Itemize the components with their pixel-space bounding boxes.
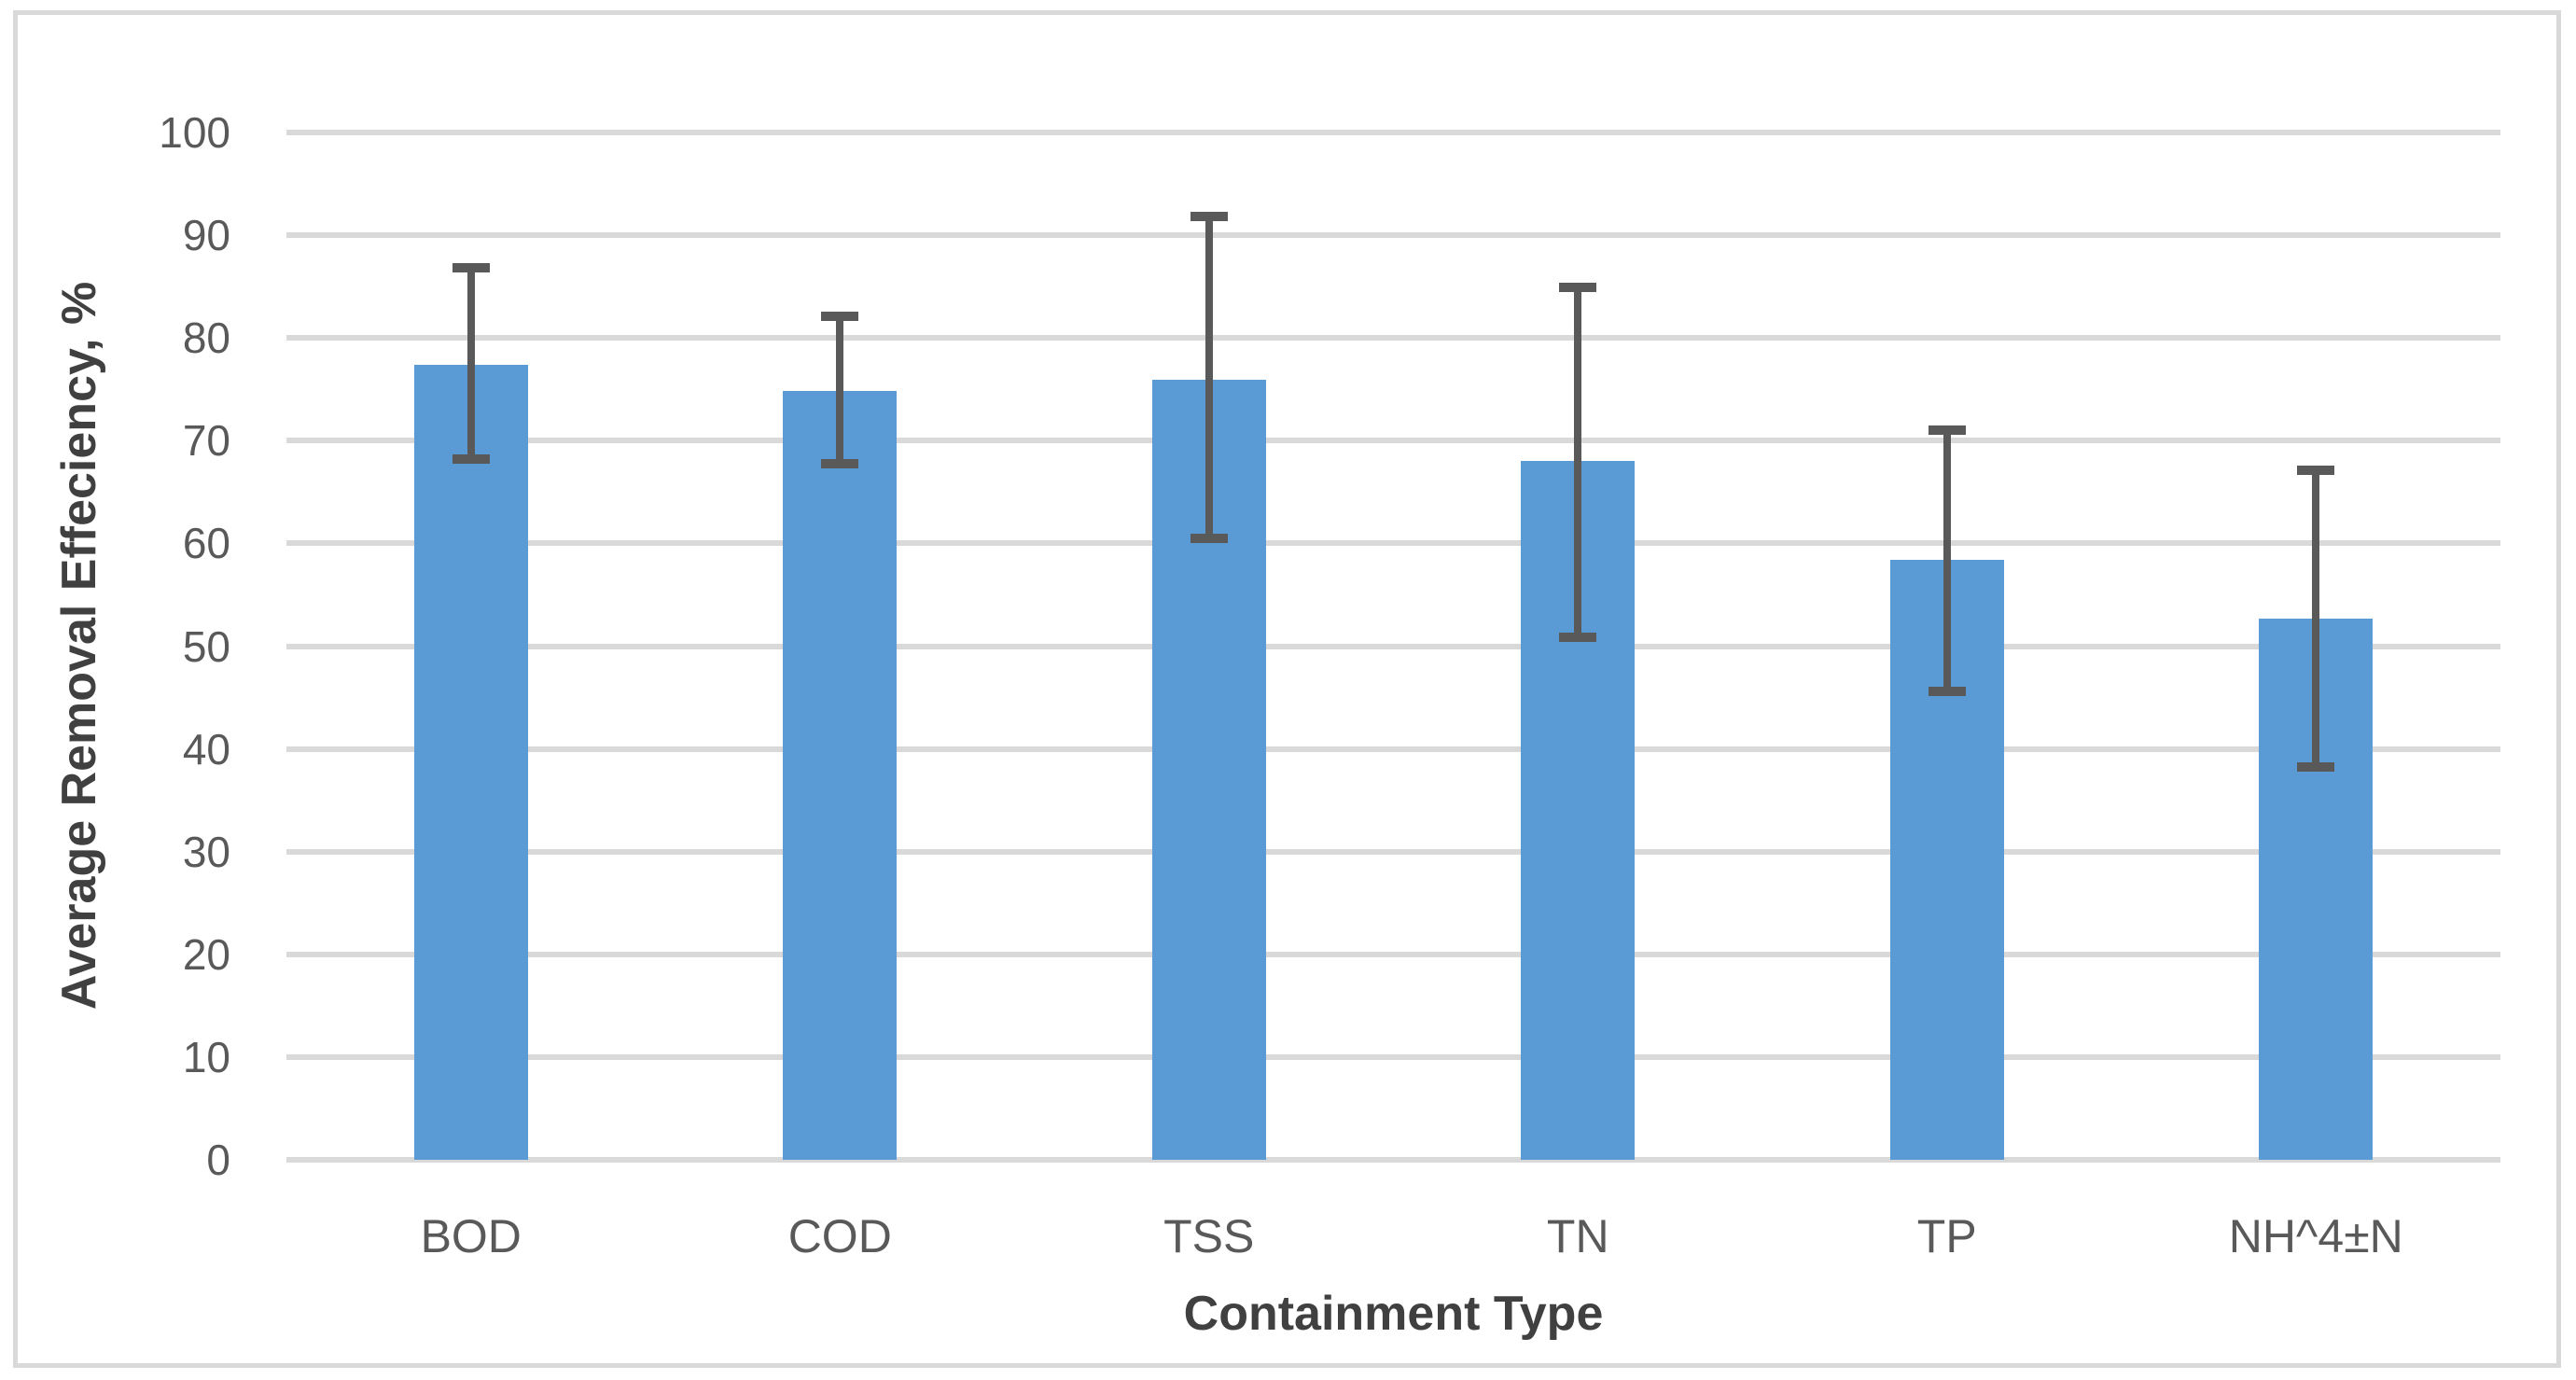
y-axis-tick-labels: 0 10 20 30 40 50 60 70 80 90 100 bbox=[75, 111, 230, 1181]
gridline-40 bbox=[286, 746, 2500, 752]
x-tick-label-TN: TN bbox=[1546, 1210, 1609, 1262]
gridline-0 bbox=[286, 1157, 2500, 1163]
error-bar-cap-bottom-NH^4±N bbox=[2297, 762, 2335, 773]
error-bar-cap-top-TN bbox=[1559, 283, 1597, 293]
gridline-30 bbox=[286, 848, 2500, 855]
bar-slot-COD bbox=[656, 132, 1025, 1160]
error-bar-cap-top-NH^4±N bbox=[2297, 466, 2335, 476]
bar-slot-NH^4±N bbox=[2132, 132, 2501, 1160]
error-bar-cap-top-BOD bbox=[452, 263, 490, 273]
bar-slot-BOD bbox=[286, 132, 656, 1160]
x-tick-label-NH^4±N: NH^4±N bbox=[2228, 1210, 2403, 1262]
gridline-10 bbox=[286, 1053, 2500, 1060]
y-tick-label-20: 20 bbox=[182, 929, 230, 979]
error-bar-cap-bottom-COD bbox=[821, 458, 859, 468]
gridline-50 bbox=[286, 643, 2500, 649]
x-tick-label-BOD: BOD bbox=[420, 1210, 522, 1262]
x-axis-tick-labels: BOD COD TSS TN TP NH^4±N bbox=[286, 1211, 2500, 1262]
gridline-100 bbox=[286, 130, 2500, 135]
gridline-60 bbox=[286, 540, 2500, 547]
y-tick-label-10: 10 bbox=[182, 1032, 230, 1081]
y-tick-label-50: 50 bbox=[182, 621, 230, 671]
x-tick-label-TSS: TSS bbox=[1163, 1210, 1255, 1262]
error-bar-cap-top-TP bbox=[1928, 425, 1966, 436]
gridline-70 bbox=[286, 438, 2500, 444]
bar-COD bbox=[783, 391, 898, 1160]
error-bar-cap-bottom-TN bbox=[1559, 632, 1597, 642]
y-tick-label-0: 0 bbox=[206, 1136, 230, 1184]
error-bar-cap-top-TSS bbox=[1190, 212, 1228, 222]
gridline-90 bbox=[286, 232, 2500, 239]
plot-area bbox=[286, 130, 2500, 1163]
y-tick-label-70: 70 bbox=[182, 416, 230, 466]
bar-series bbox=[286, 132, 2500, 1160]
x-tick-label-COD: COD bbox=[787, 1210, 892, 1262]
bar-slot-TSS bbox=[1024, 132, 1394, 1160]
error-bar-line-COD bbox=[836, 316, 844, 464]
y-tick-label-60: 60 bbox=[182, 519, 230, 568]
error-bar-cap-top-COD bbox=[821, 312, 859, 322]
y-tick-label-100: 100 bbox=[159, 108, 230, 157]
y-tick-label-40: 40 bbox=[182, 724, 230, 774]
y-tick-label-80: 80 bbox=[182, 314, 230, 363]
gridline-20 bbox=[286, 951, 2500, 957]
error-bar-line-TN bbox=[1574, 287, 1582, 637]
error-bar-cap-bottom-BOD bbox=[452, 454, 490, 465]
error-bar-line-BOD bbox=[466, 268, 475, 460]
y-tick-label-90: 90 bbox=[182, 211, 230, 260]
error-bar-line-TSS bbox=[1204, 216, 1213, 538]
error-bar-line-TP bbox=[1942, 430, 1951, 691]
error-bar-line-NH^4±N bbox=[2312, 470, 2320, 768]
error-bar-cap-bottom-TP bbox=[1928, 686, 1966, 696]
gridline-80 bbox=[286, 335, 2500, 342]
x-tick-label-TP: TP bbox=[1916, 1210, 1977, 1262]
y-tick-label-30: 30 bbox=[182, 827, 230, 876]
bar-slot-TP bbox=[1762, 132, 2132, 1160]
bar-BOD bbox=[413, 364, 528, 1160]
bar-slot-TN bbox=[1394, 132, 1763, 1160]
error-bar-cap-bottom-TSS bbox=[1190, 533, 1228, 543]
x-axis-title: Containment Type bbox=[1183, 1287, 1604, 1341]
